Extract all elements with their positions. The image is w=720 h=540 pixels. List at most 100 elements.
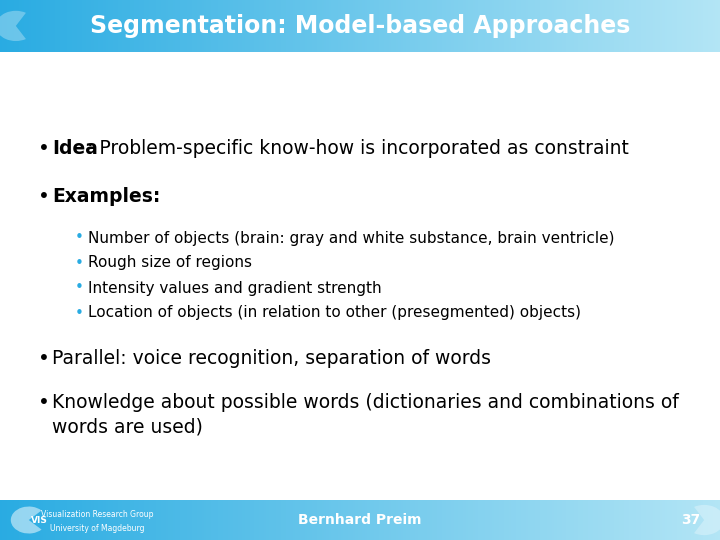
- Bar: [317, 500, 319, 540]
- Bar: [379, 0, 382, 52]
- Bar: [189, 500, 192, 540]
- Bar: [506, 0, 509, 52]
- Bar: [99, 500, 101, 540]
- Bar: [403, 500, 405, 540]
- Bar: [574, 500, 576, 540]
- Bar: [204, 500, 207, 540]
- Bar: [204, 0, 207, 52]
- Bar: [595, 500, 598, 540]
- Bar: [495, 500, 497, 540]
- Bar: [480, 500, 482, 540]
- Bar: [175, 0, 178, 52]
- Bar: [341, 0, 343, 52]
- Bar: [14, 0, 17, 52]
- Bar: [718, 0, 720, 52]
- Bar: [103, 0, 106, 52]
- Bar: [362, 500, 365, 540]
- Bar: [499, 0, 502, 52]
- Bar: [305, 0, 307, 52]
- Bar: [274, 0, 276, 52]
- Bar: [252, 0, 254, 52]
- Text: Examples:: Examples:: [52, 187, 161, 206]
- Bar: [36, 500, 38, 540]
- Bar: [475, 0, 477, 52]
- Bar: [12, 500, 14, 540]
- Bar: [711, 500, 713, 540]
- Bar: [43, 500, 45, 540]
- Bar: [629, 0, 631, 52]
- Bar: [405, 500, 408, 540]
- Bar: [74, 0, 77, 52]
- Bar: [432, 500, 434, 540]
- Bar: [387, 0, 389, 52]
- Bar: [715, 500, 718, 540]
- Bar: [535, 500, 538, 540]
- Bar: [261, 0, 264, 52]
- Bar: [197, 500, 199, 540]
- Bar: [211, 0, 214, 52]
- Bar: [473, 500, 475, 540]
- Bar: [593, 0, 595, 52]
- Bar: [228, 500, 230, 540]
- Bar: [557, 500, 559, 540]
- Bar: [504, 500, 506, 540]
- Bar: [338, 500, 341, 540]
- Bar: [461, 0, 463, 52]
- Bar: [259, 500, 261, 540]
- Bar: [540, 0, 542, 52]
- Text: Parallel: voice recognition, separation of words: Parallel: voice recognition, separation …: [52, 348, 491, 368]
- Bar: [523, 500, 526, 540]
- Bar: [22, 500, 24, 540]
- Bar: [502, 0, 504, 52]
- Bar: [612, 0, 614, 52]
- Bar: [492, 0, 495, 52]
- Bar: [17, 0, 19, 52]
- Bar: [72, 0, 74, 52]
- Bar: [324, 0, 326, 52]
- Bar: [96, 0, 99, 52]
- Bar: [7, 0, 9, 52]
- Bar: [310, 0, 312, 52]
- Bar: [547, 0, 549, 52]
- Bar: [166, 500, 168, 540]
- Bar: [405, 0, 408, 52]
- Bar: [401, 500, 403, 540]
- Bar: [600, 500, 603, 540]
- Bar: [120, 500, 122, 540]
- Bar: [125, 0, 127, 52]
- Bar: [60, 500, 63, 540]
- Bar: [554, 0, 557, 52]
- Bar: [156, 0, 158, 52]
- Bar: [225, 500, 228, 540]
- Bar: [310, 500, 312, 540]
- Bar: [106, 0, 108, 52]
- Bar: [283, 0, 286, 52]
- Bar: [617, 0, 619, 52]
- Bar: [636, 0, 639, 52]
- Bar: [149, 500, 151, 540]
- Bar: [274, 500, 276, 540]
- Bar: [259, 0, 261, 52]
- Bar: [477, 500, 480, 540]
- Bar: [542, 500, 545, 540]
- Bar: [588, 500, 590, 540]
- Bar: [99, 0, 101, 52]
- Bar: [89, 500, 91, 540]
- Bar: [315, 500, 317, 540]
- Text: •: •: [75, 255, 84, 271]
- Bar: [178, 500, 180, 540]
- Bar: [319, 0, 322, 52]
- Bar: [250, 500, 252, 540]
- Bar: [482, 0, 485, 52]
- Bar: [300, 500, 302, 540]
- Bar: [103, 500, 106, 540]
- Bar: [583, 500, 585, 540]
- Bar: [480, 0, 482, 52]
- Bar: [113, 500, 115, 540]
- Bar: [257, 500, 259, 540]
- Bar: [374, 500, 377, 540]
- Bar: [545, 500, 547, 540]
- Bar: [610, 0, 612, 52]
- Text: Number of objects (brain: gray and white substance, brain ventricle): Number of objects (brain: gray and white…: [88, 231, 614, 246]
- Bar: [271, 500, 274, 540]
